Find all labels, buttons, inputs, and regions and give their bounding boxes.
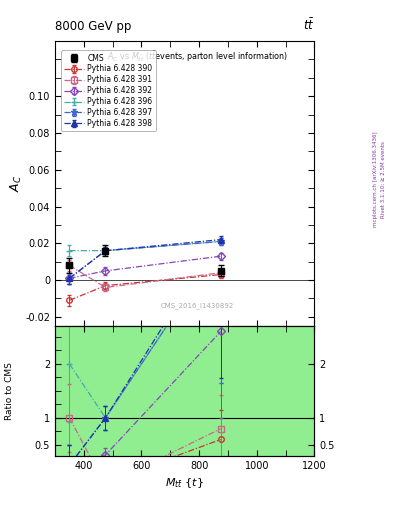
Text: mcplots.cern.ch [arXiv:1306.3436]: mcplots.cern.ch [arXiv:1306.3436] xyxy=(373,132,378,227)
Y-axis label: $A_C$: $A_C$ xyxy=(9,175,24,192)
X-axis label: $M_{t\bar{t}}\ \{t\}$: $M_{t\bar{t}}\ \{t\}$ xyxy=(165,476,204,490)
Y-axis label: Ratio to CMS: Ratio to CMS xyxy=(4,362,13,420)
Text: $A_C$ vs $M_{t\bar{t}}$ ($t\bar{t}$events, parton level information): $A_C$ vs $M_{t\bar{t}}$ ($t\bar{t}$event… xyxy=(107,50,288,65)
Legend: CMS, Pythia 6.428 390, Pythia 6.428 391, Pythia 6.428 392, Pythia 6.428 396, Pyt: CMS, Pythia 6.428 390, Pythia 6.428 391,… xyxy=(61,51,156,131)
Text: CMS_2016_I1430892: CMS_2016_I1430892 xyxy=(161,302,234,309)
Text: $t\bar{t}$: $t\bar{t}$ xyxy=(303,18,314,33)
Text: Rivet 3.1.10; ≥ 2.5M events: Rivet 3.1.10; ≥ 2.5M events xyxy=(381,141,386,218)
Text: 8000 GeV pp: 8000 GeV pp xyxy=(55,20,131,33)
